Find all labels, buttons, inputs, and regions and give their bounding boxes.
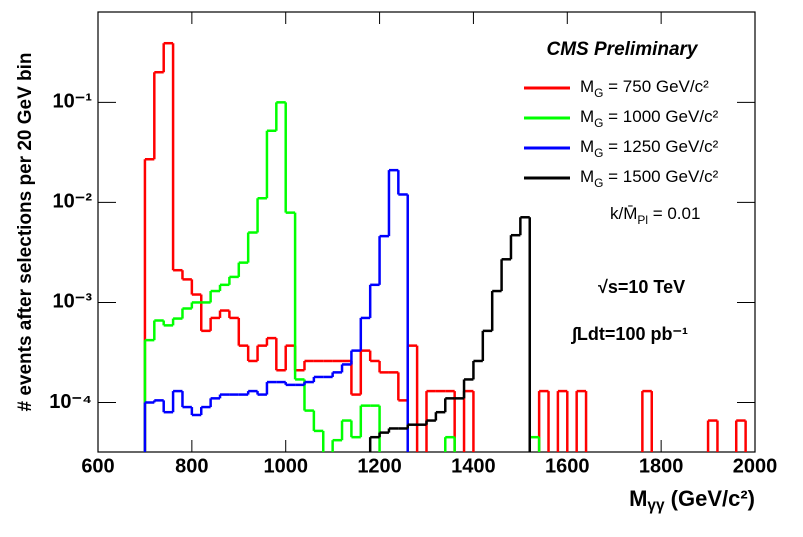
y-tick-label: 10⁻² xyxy=(53,191,93,213)
x-tick-label: 600 xyxy=(81,455,114,477)
annotation: √s=10 TeV xyxy=(598,277,685,297)
annotation: ∫Ldt=100 pb⁻¹ xyxy=(571,324,688,344)
legend-label: MG = 750 GeV/c² xyxy=(580,77,709,100)
y-tick-label: 10⁻¹ xyxy=(53,91,93,113)
x-tick-label: 1000 xyxy=(263,455,308,477)
y-axis-label: # events after selections per 20 GeV bin xyxy=(15,52,36,411)
x-tick-label: 1800 xyxy=(639,455,684,477)
x-tick-label: 1400 xyxy=(451,455,496,477)
x-tick-label: 800 xyxy=(175,455,208,477)
x-tick-label: 1200 xyxy=(357,455,402,477)
y-tick-label: 10⁻³ xyxy=(53,291,93,313)
y-tick-label: 10⁻⁴ xyxy=(49,391,92,413)
x-tick-label: 2000 xyxy=(733,455,778,477)
x-tick-label: 1600 xyxy=(545,455,590,477)
legend-label: MG = 1250 GeV/c² xyxy=(580,137,719,160)
annotation: k/M̄Pl = 0.01 xyxy=(610,204,700,227)
legend-label: MG = 1000 GeV/c² xyxy=(580,107,719,130)
x-axis-label: Mγγ (GeV/c²) xyxy=(629,486,755,514)
legend-label: MG = 1500 GeV/c² xyxy=(580,167,719,190)
annotation: CMS Preliminary xyxy=(547,39,699,60)
